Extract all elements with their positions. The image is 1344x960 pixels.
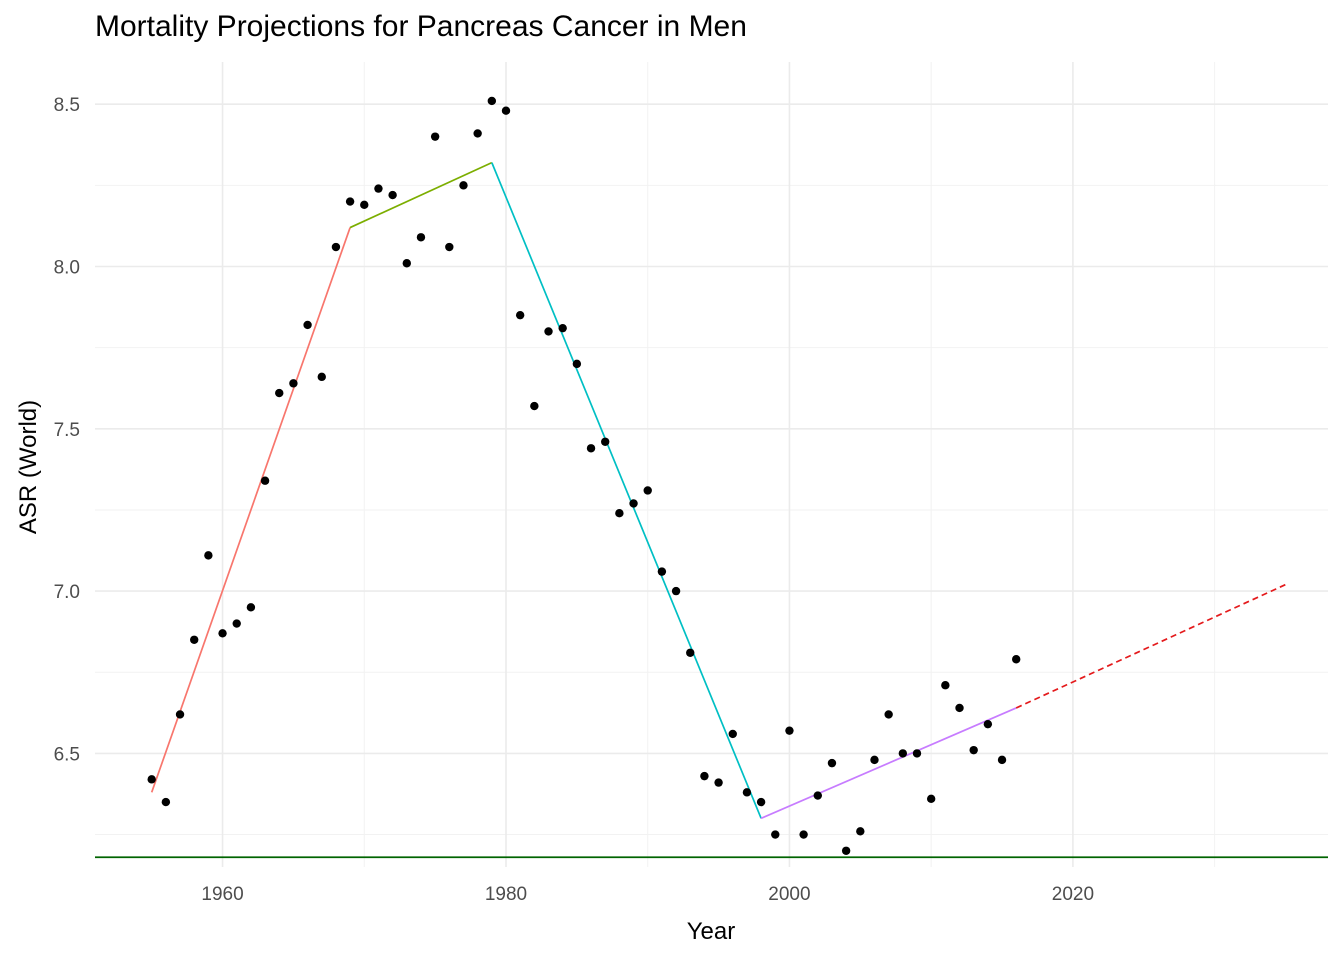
y-tick-label: 7.0 <box>54 582 80 603</box>
data-point <box>941 681 950 690</box>
data-point <box>884 710 893 719</box>
data-point <box>487 96 497 106</box>
data-point <box>1012 655 1021 664</box>
data-point <box>345 197 355 206</box>
data-point <box>756 797 766 807</box>
x-tick-label: 1960 <box>201 884 243 905</box>
x-tick-label: 2020 <box>1052 884 1094 905</box>
data-point <box>175 710 185 719</box>
data-point <box>530 401 539 411</box>
data-point <box>204 551 213 560</box>
data-point <box>926 794 936 804</box>
data-point <box>983 719 993 729</box>
data-point <box>275 388 284 398</box>
data-point <box>629 499 638 508</box>
data-point <box>686 648 695 657</box>
tick-labels-layer: 1960 1980 2000 2020 6.5 7.0 7.5 8.0 8.5 <box>54 95 1094 905</box>
x-tick-label: 1980 <box>485 884 527 905</box>
data-point <box>430 132 440 141</box>
data-point <box>742 788 752 797</box>
data-point <box>445 242 454 252</box>
y-tick-label: 8.5 <box>54 95 80 116</box>
chart-title: Mortality Projections for Pancreas Cance… <box>95 10 747 43</box>
data-point <box>856 827 865 836</box>
data-point <box>260 476 270 485</box>
data-point <box>898 749 908 758</box>
data-point <box>785 726 794 735</box>
data-point <box>969 745 978 755</box>
y-axis-title: ASR (World) <box>15 400 42 534</box>
data-point <box>572 359 582 369</box>
trend-segment <box>760 707 1017 820</box>
data-point <box>473 129 482 138</box>
data-point <box>374 184 383 193</box>
data-point <box>771 830 780 839</box>
data-point <box>586 444 596 453</box>
data-point <box>728 729 737 739</box>
data-point <box>997 755 1007 765</box>
data-point <box>218 629 227 638</box>
data-point <box>714 778 723 787</box>
data-point <box>303 320 312 330</box>
data-point <box>416 233 426 242</box>
y-tick-label: 6.5 <box>54 744 80 765</box>
x-tick-label: 2000 <box>768 884 810 905</box>
data-point <box>827 758 837 768</box>
data-point <box>671 586 681 596</box>
data-point <box>912 749 922 758</box>
x-axis-title: Year <box>687 918 736 945</box>
trend-segment <box>150 227 351 793</box>
data-point <box>870 755 879 765</box>
data-point <box>955 703 964 713</box>
data-point <box>643 486 652 495</box>
data-point <box>615 508 624 518</box>
trend-segment <box>491 162 762 819</box>
data-point <box>360 200 369 210</box>
data-point <box>147 775 156 784</box>
data-point <box>232 619 241 628</box>
data-point <box>402 259 411 268</box>
data-point <box>657 567 667 576</box>
data-point <box>501 106 511 115</box>
y-tick-label: 7.5 <box>54 420 80 441</box>
data-point <box>388 190 397 200</box>
data-point <box>317 372 326 382</box>
data-point <box>246 603 256 612</box>
data-point <box>459 181 468 190</box>
data-point <box>161 797 171 807</box>
projection-line <box>1015 583 1286 709</box>
data-point <box>841 846 851 855</box>
data-point <box>289 379 298 388</box>
data-point <box>190 635 199 644</box>
data-point <box>544 327 553 336</box>
grid-layer <box>95 62 1328 867</box>
data-point <box>813 791 822 800</box>
observed-points-layer <box>147 96 1021 855</box>
trend-lines-layer <box>150 161 1286 820</box>
trend-segment <box>349 161 493 229</box>
data-point <box>558 323 567 333</box>
data-point <box>700 771 709 781</box>
data-point <box>331 242 341 252</box>
y-tick-label: 8.0 <box>54 257 80 278</box>
data-point <box>515 310 525 320</box>
data-point <box>601 437 610 446</box>
data-point <box>799 830 808 839</box>
